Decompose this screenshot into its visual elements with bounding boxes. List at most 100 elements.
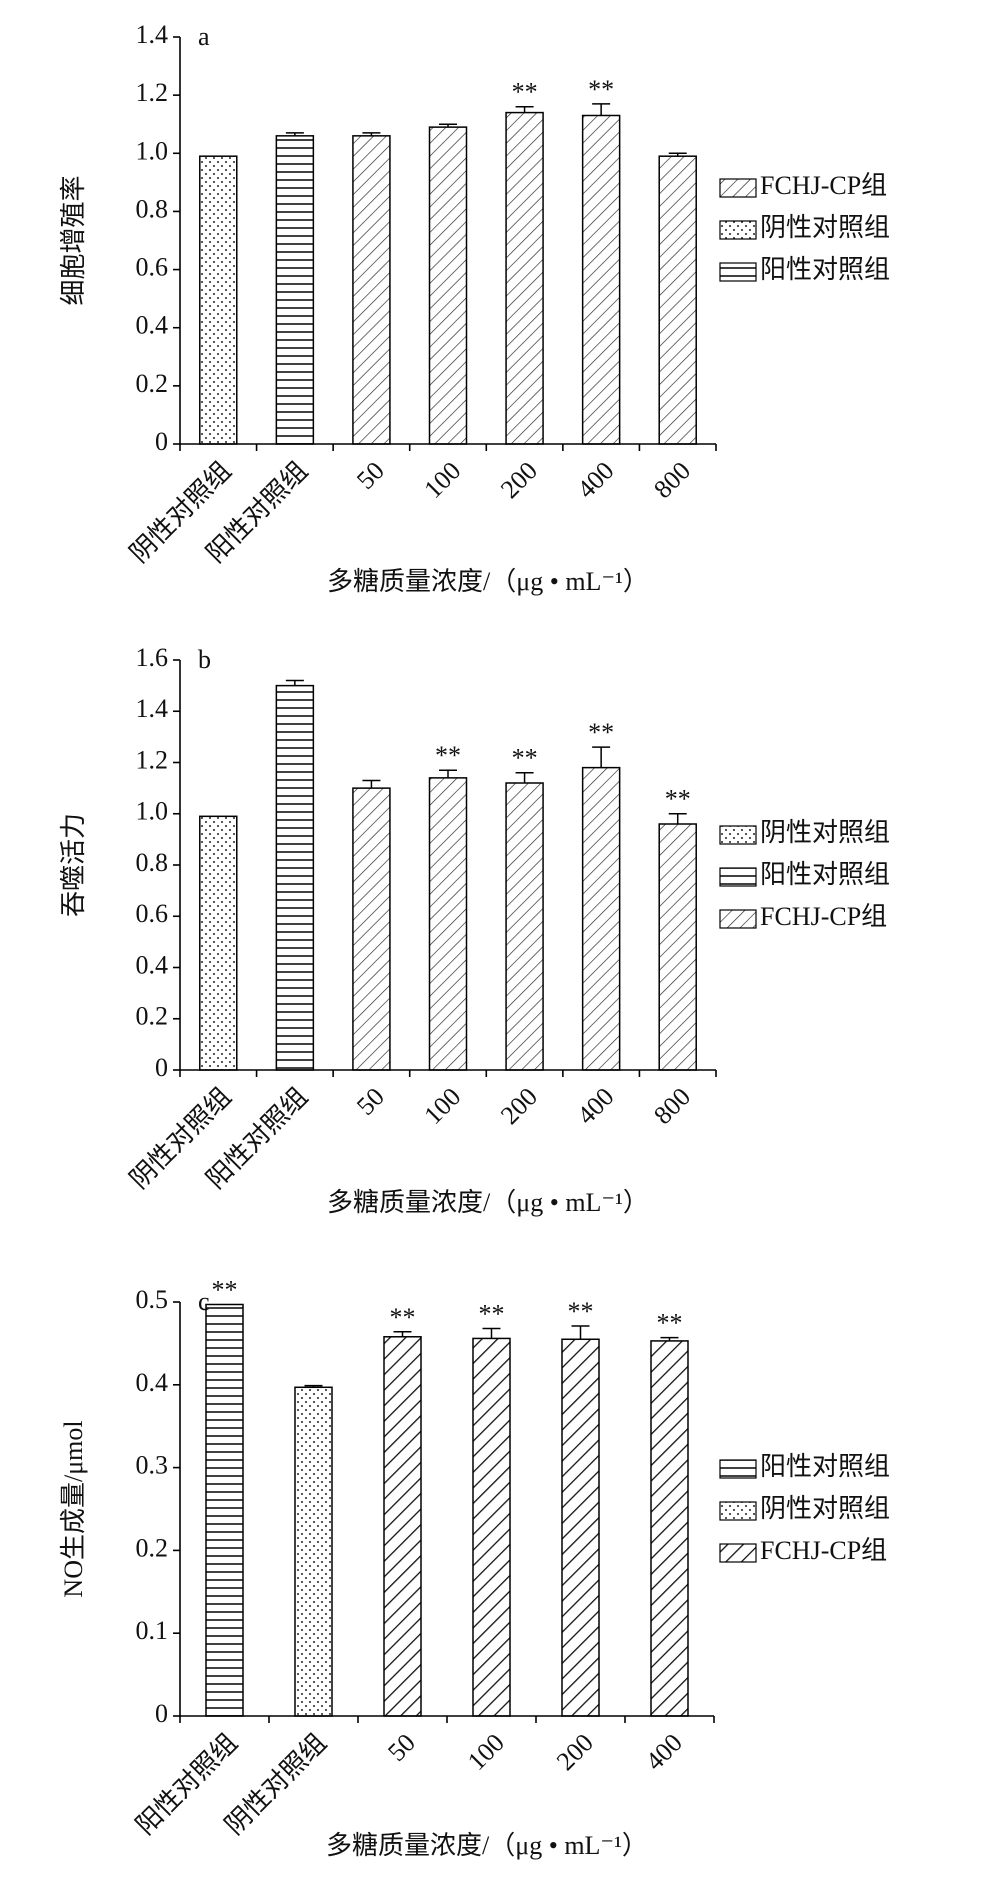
legend-swatch [719,262,757,282]
bar [505,782,544,1071]
y-axis-title: NO生成量/μmol [59,1420,88,1597]
bar [581,766,621,1071]
legend-swatch [719,867,757,887]
bar [505,111,544,445]
x-tick-label: 100 [418,1082,466,1130]
error-bar [592,103,611,116]
y-axis-title: 吞噬活力 [59,813,88,917]
significance-label: ** [588,75,614,104]
legend-swatch [719,1459,757,1479]
x-tick-label: 400 [572,1082,620,1130]
error-bar [393,1331,412,1337]
y-tick-label: 1.2 [136,78,169,107]
significance-label: ** [512,744,538,773]
x-tick-label: 50 [382,1728,421,1767]
legend-label: 阴性对照组 [760,213,890,242]
legend-swatch [719,909,757,929]
error-bar [668,813,687,824]
x-tick-label: 800 [648,456,696,504]
significance-label: ** [665,785,691,814]
error-bar [304,1384,323,1388]
legend-label: FCHJ-CP组 [760,171,887,200]
error-bar [362,132,381,136]
significance-label: ** [568,1297,594,1326]
error-bar [285,679,304,686]
y-tick-label: 1.2 [136,745,169,774]
error-bar [515,106,534,113]
significance-label: ** [512,78,538,107]
bar [383,1336,422,1717]
y-tick-label: 0.4 [136,311,169,340]
y-tick-label: 1.0 [136,136,169,165]
legend-label: FCHJ-CP组 [760,902,887,931]
y-tick-label: 0.4 [136,1368,169,1397]
bar [294,1386,333,1717]
significance-label: ** [390,1303,416,1332]
error-bar [482,1327,501,1339]
x-tick-label: 100 [462,1728,510,1776]
x-tick-label: 200 [495,1082,543,1130]
error-bar [362,779,381,789]
y-tick-label: 1.4 [136,694,169,723]
bar [658,823,697,1071]
y-tick-label: 0.1 [136,1616,169,1645]
y-tick-label: 0.2 [136,1002,169,1031]
y-tick-label: 0.6 [136,899,169,928]
bar [275,135,315,445]
error-bar [439,769,457,778]
error-bar [285,132,304,136]
panel-letter: b [198,645,211,674]
x-tick-label: 400 [640,1728,688,1776]
legend-label: 阳性对照组 [760,255,890,284]
bar [428,777,468,1071]
significance-label: ** [479,1299,505,1328]
error-bar [668,152,687,157]
x-axis-title: 多糖质量浓度/（μg • mL⁻¹） [327,1188,649,1217]
legend-swatch [719,1543,757,1563]
error-bar [439,123,457,128]
bar [428,126,468,445]
significance-label: ** [435,741,461,770]
legend-swatch [719,825,757,845]
legend-swatch [719,178,757,198]
bar [199,815,238,1071]
x-tick-label: 50 [351,456,390,495]
bar [205,1303,244,1717]
legend-label: 阴性对照组 [760,818,890,847]
error-bar [660,1336,679,1341]
legend-label: FCHJ-CP组 [760,1536,887,1565]
y-tick-label: 1.4 [136,20,169,49]
y-tick-label: 0.2 [136,1533,169,1562]
bar [658,155,697,445]
legend-label: 阳性对照组 [760,1452,890,1481]
y-axis-title: 细胞增殖率 [59,175,88,305]
legend-label: 阴性对照组 [760,1494,890,1523]
x-tick-label: 200 [551,1728,599,1776]
y-tick-label: 0.8 [136,848,169,877]
significance-label: ** [657,1309,683,1338]
bar [472,1337,511,1717]
panel-letter: a [198,22,210,51]
y-tick-label: 0 [155,427,168,456]
bar [561,1338,600,1717]
y-tick-label: 0.2 [136,369,169,398]
y-tick-label: 0 [155,1699,168,1728]
bar [199,155,238,445]
significance-label: ** [588,718,614,747]
x-tick-label: 50 [351,1082,390,1121]
y-tick-label: 0 [155,1053,168,1082]
y-tick-label: 0.8 [136,194,169,223]
bar [650,1340,689,1717]
legend-label: 阳性对照组 [760,860,890,889]
error-bar [571,1325,590,1340]
legend-swatch [719,220,757,240]
y-tick-label: 1.0 [136,797,169,826]
bar [352,787,391,1071]
error-bar [515,772,534,783]
y-tick-label: 0.6 [136,253,169,282]
error-bar [592,746,611,768]
x-tick-label: 800 [648,1082,696,1130]
x-tick-label: 100 [418,456,466,504]
y-tick-label: 0.4 [136,950,169,979]
